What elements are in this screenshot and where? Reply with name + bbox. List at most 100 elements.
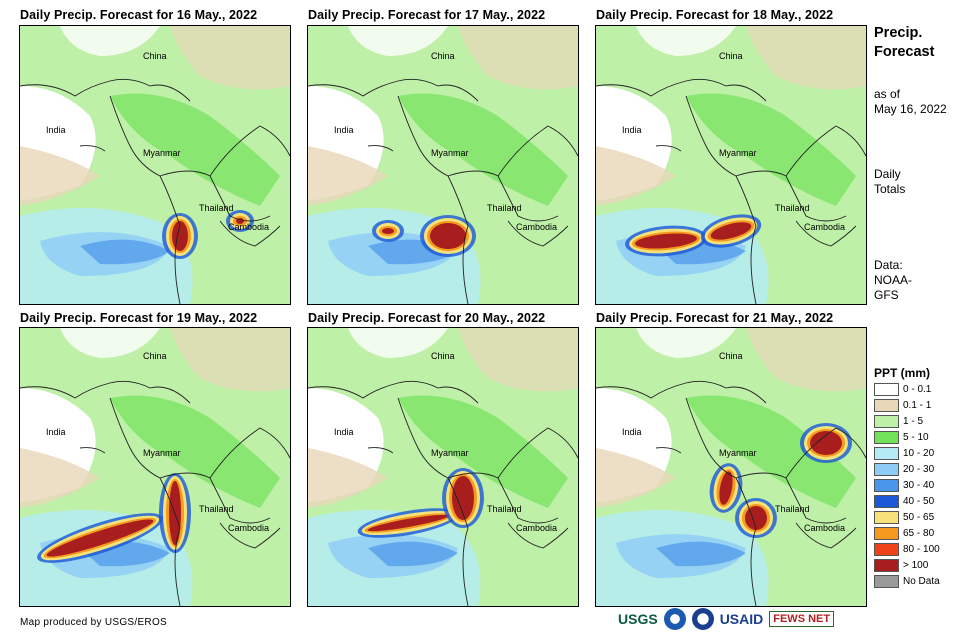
label-cambodia: Cambodia (804, 523, 846, 533)
legend-swatch (874, 479, 899, 492)
legend-item: No Data (874, 574, 940, 589)
noaa-logo-icon (663, 608, 686, 630)
legend-label: 30 - 40 (903, 480, 935, 491)
label-china: China (143, 351, 167, 361)
label-cambodia: Cambodia (516, 523, 558, 533)
map-panel-2: China India Myanmar Thailand Cambodia (307, 25, 579, 305)
legend-title: PPT (mm) (874, 366, 931, 380)
map-panel-1: China India Myanmar Thailand Cambodia (19, 25, 291, 305)
sidebar-totals: Daily Totals (874, 167, 905, 197)
legend-label: 20 - 30 (903, 464, 935, 475)
precip-map-svg (20, 26, 290, 304)
label-china: China (719, 351, 743, 361)
asof-line1: as of (874, 87, 901, 101)
label-myanmar: Myanmar (431, 448, 469, 458)
map-panel-6: China India Myanmar Thailand Cambodia (595, 327, 867, 607)
legend-item: 10 - 20 (874, 446, 934, 461)
data-line1: Data: (874, 258, 903, 272)
legend-item: 40 - 50 (874, 494, 934, 509)
legend-swatch (874, 543, 899, 556)
label-china: China (143, 51, 167, 61)
panel-title-5: Daily Precip. Forecast for 20 May., 2022 (308, 311, 546, 325)
label-thailand: Thailand (199, 203, 234, 213)
legend-item: 50 - 65 (874, 510, 934, 525)
totals-line1: Daily (874, 167, 901, 181)
usaid-seal-icon (691, 608, 714, 630)
label-india: India (46, 427, 66, 437)
legend-swatch (874, 559, 899, 572)
legend-label: 1 - 5 (903, 416, 924, 427)
label-myanmar: Myanmar (143, 148, 181, 158)
legend-item: 20 - 30 (874, 462, 934, 477)
sidebar-asof: as of May 16, 2022 (874, 87, 947, 117)
legend-item: 1 - 5 (874, 414, 923, 429)
legend-swatch (874, 463, 899, 476)
legend-swatch (874, 511, 899, 524)
label-india: India (622, 125, 642, 135)
legend-swatch (874, 415, 899, 428)
sidebar-data-source: Data: NOAA- GFS (874, 258, 912, 303)
label-myanmar: Myanmar (143, 448, 181, 458)
precip-map-svg (308, 26, 578, 304)
legend-label: > 100 (903, 560, 929, 571)
logo-strip: USGS USAID FEWS NET (618, 608, 835, 630)
label-india: India (46, 125, 66, 135)
label-thailand: Thailand (199, 504, 234, 514)
label-india: India (334, 125, 354, 135)
legend-swatch (874, 495, 899, 508)
label-thailand: Thailand (775, 504, 810, 514)
legend-label: 10 - 20 (903, 448, 935, 459)
legend-label: 80 - 100 (903, 544, 940, 555)
legend-swatch (874, 575, 899, 588)
legend-label: 65 - 80 (903, 528, 935, 539)
label-india: India (334, 427, 354, 437)
legend-item: 0 - 0.1 (874, 382, 931, 397)
label-thailand: Thailand (487, 203, 522, 213)
label-cambodia: Cambodia (804, 222, 846, 232)
legend-label: 0 - 0.1 (903, 384, 932, 395)
label-cambodia: Cambodia (228, 222, 270, 232)
panel-title-4: Daily Precip. Forecast for 19 May., 2022 (20, 311, 258, 325)
data-line3: GFS (874, 288, 899, 302)
footer-credit: Map produced by USGS/EROS (20, 617, 168, 628)
map-panel-4: China India Myanmar Thailand Cambodia (19, 327, 291, 607)
label-china: China (431, 351, 455, 361)
legend-label: 0.1 - 1 (903, 400, 932, 411)
legend-label: 5 - 10 (903, 432, 929, 443)
usaid-logo: USAID (719, 611, 764, 627)
label-china: China (431, 51, 455, 61)
panel-title-2: Daily Precip. Forecast for 17 May., 2022 (308, 8, 546, 22)
label-thailand: Thailand (775, 203, 810, 213)
data-line2: NOAA- (874, 273, 913, 287)
panel-title-1: Daily Precip. Forecast for 16 May., 2022 (20, 8, 258, 22)
legend-item: 65 - 80 (874, 526, 934, 541)
precip-map-svg (308, 328, 578, 606)
label-myanmar: Myanmar (431, 148, 469, 158)
legend-item: > 100 (874, 558, 928, 573)
legend-label: No Data (903, 576, 940, 587)
label-india: India (622, 427, 642, 437)
precip-map-svg (596, 328, 866, 606)
label-china: China (719, 51, 743, 61)
usgs-logo: USGS (618, 611, 658, 627)
sidebar-title-line2: Forecast (874, 44, 935, 60)
label-thailand: Thailand (487, 504, 522, 514)
legend-item: 80 - 100 (874, 542, 940, 557)
label-cambodia: Cambodia (228, 523, 270, 533)
fewsnet-logo: FEWS NET (769, 611, 835, 627)
label-myanmar: Myanmar (719, 448, 757, 458)
panel-title-3: Daily Precip. Forecast for 18 May., 2022 (596, 8, 834, 22)
legend-label: 50 - 65 (903, 512, 935, 523)
map-panel-3: China India Myanmar Thailand Cambodia (595, 25, 867, 305)
legend-swatch (874, 383, 899, 396)
legend-swatch (874, 447, 899, 460)
sidebar-title: Precip. Forecast (874, 24, 934, 62)
precip-map-svg (20, 328, 290, 606)
label-cambodia: Cambodia (516, 222, 558, 232)
map-panel-5: China India Myanmar Thailand Cambodia (307, 327, 579, 607)
legend-swatch (874, 527, 899, 540)
sidebar-title-line1: Precip. (874, 25, 923, 41)
asof-line2: May 16, 2022 (874, 102, 947, 116)
precip-map-svg (596, 26, 866, 304)
legend-label: 40 - 50 (903, 496, 935, 507)
